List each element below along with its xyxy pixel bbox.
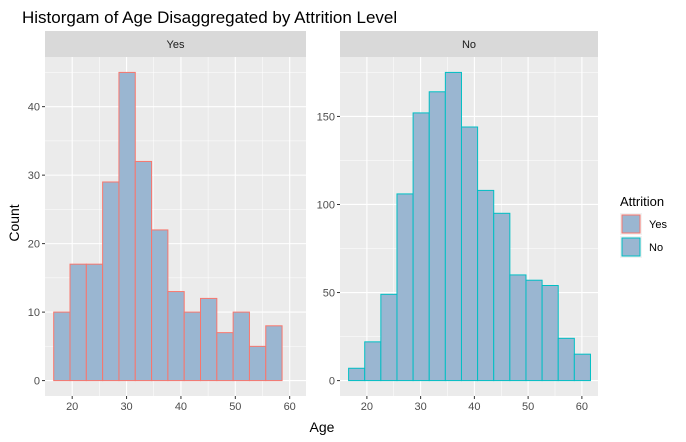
- x-tick-label: 60: [284, 401, 296, 413]
- x-tick-label: 30: [120, 401, 132, 413]
- histogram-bar: [525, 279, 543, 382]
- histogram-bar: [573, 353, 591, 382]
- histogram-bar: [364, 341, 382, 382]
- facet-strip-label: No: [462, 39, 476, 51]
- histogram-bar: [541, 284, 559, 382]
- histogram-bar: [509, 274, 527, 382]
- histogram-bar: [216, 332, 234, 382]
- panel-no: No 20 30 40 50 60 0 50 100 150: [317, 31, 598, 413]
- histogram-bar: [493, 212, 511, 382]
- y-tick-label: 50: [323, 288, 335, 300]
- histogram-bar: [348, 367, 366, 382]
- y-tick-label: 30: [28, 170, 40, 182]
- y-tick-label: 0: [34, 376, 40, 388]
- legend-key-swatch: [621, 214, 641, 234]
- histogram-bar: [412, 112, 430, 382]
- histogram-bar: [444, 71, 462, 382]
- x-tick-label: 20: [361, 401, 373, 413]
- y-tick-label: 20: [28, 239, 40, 251]
- facet-strip: [45, 31, 306, 57]
- y-tick-label: 40: [28, 102, 40, 114]
- facet-strip-label: Yes: [167, 39, 185, 51]
- y-tick-label: 0: [329, 376, 335, 388]
- histogram-bar: [183, 311, 202, 382]
- x-tick-label: 50: [229, 401, 241, 413]
- histogram-bar: [396, 193, 414, 382]
- histogram-bar: [118, 71, 136, 382]
- y-tick-label: 150: [317, 111, 335, 123]
- histogram-bar: [460, 126, 479, 382]
- histogram-bar: [151, 229, 169, 382]
- facet-panels: Yes 20 30 40 50 60 0 10 20 30 40 No 20 30 40 50 60 0 50 100…: [28, 31, 598, 413]
- x-tick-label: 60: [576, 401, 588, 413]
- histogram-bar: [85, 263, 104, 382]
- histogram-bar: [167, 291, 185, 382]
- legend-label: Yes: [649, 219, 667, 231]
- histogram-bar: [380, 293, 398, 382]
- histogram-bar: [134, 160, 153, 382]
- facet-strip: [340, 31, 598, 57]
- x-tick-label: 30: [415, 401, 427, 413]
- histogram-bar: [265, 325, 283, 382]
- legend-key-swatch: [621, 237, 641, 257]
- histogram-bar: [53, 311, 71, 382]
- histogram-bar: [248, 345, 267, 382]
- x-tick-label: 40: [175, 401, 187, 413]
- panel-yes: Yes 20 30 40 50 60 0 10 20 30 40: [28, 31, 306, 413]
- x-tick-label: 50: [522, 401, 534, 413]
- histogram-bar: [200, 297, 218, 382]
- histogram-bar: [102, 181, 120, 382]
- legend-title: Attrition: [620, 194, 664, 209]
- histogram-bar: [477, 189, 495, 382]
- chart-title: Historgam of Age Disaggregated by Attrit…: [22, 8, 397, 27]
- x-tick-label: 20: [66, 401, 78, 413]
- histogram-bar: [428, 91, 446, 382]
- legend-label: No: [649, 242, 663, 254]
- y-axis-title: Count: [6, 204, 22, 241]
- histogram-bar: [557, 337, 575, 382]
- legend: Attrition Yes No: [620, 194, 667, 258]
- y-tick-label: 100: [317, 199, 335, 211]
- histogram-bar: [69, 263, 87, 382]
- y-tick-label: 10: [28, 307, 40, 319]
- histogram-bar: [232, 311, 250, 382]
- x-tick-label: 40: [468, 401, 480, 413]
- x-axis-title: Age: [310, 419, 335, 435]
